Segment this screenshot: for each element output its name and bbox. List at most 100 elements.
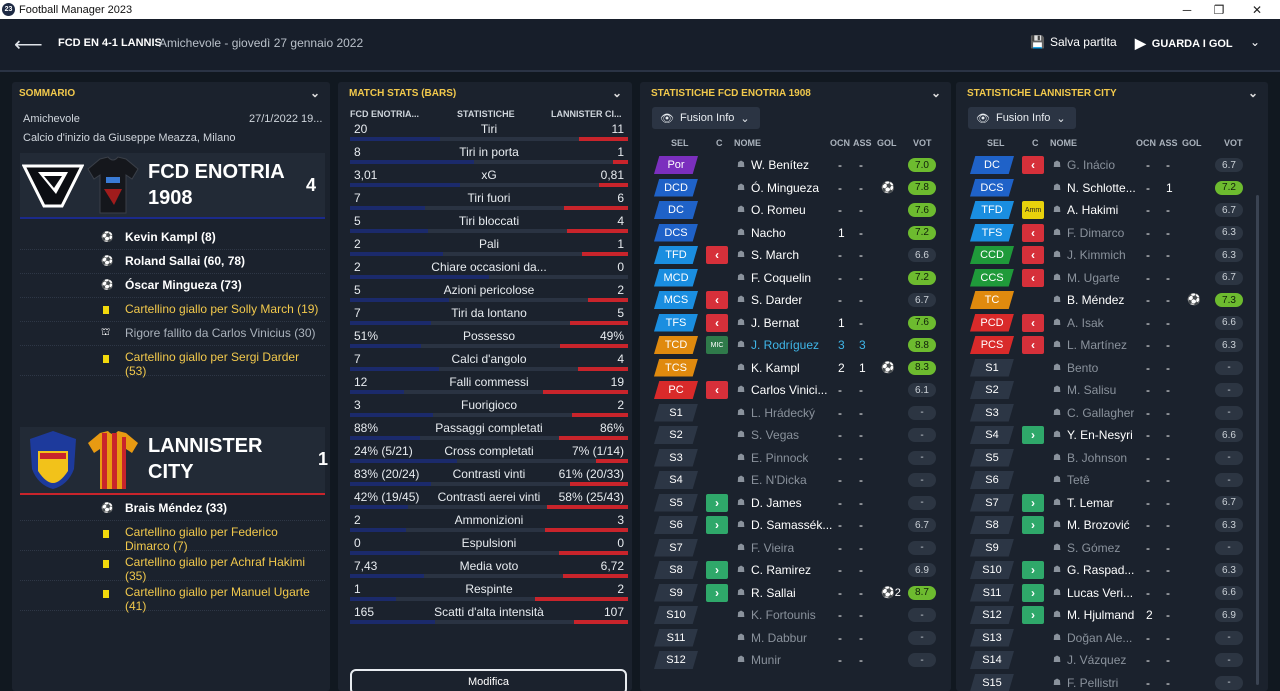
player-name[interactable]: F. Pellistri: [1067, 675, 1119, 690]
player-name[interactable]: B. Johnson: [1067, 450, 1128, 465]
chevron-down-icon[interactable]: ⌄: [1250, 35, 1261, 49]
substitute-in-button[interactable]: ›: [706, 493, 728, 512]
back-arrow-icon[interactable]: ⟵: [14, 34, 43, 56]
substitute-out-button[interactable]: ‹: [1022, 268, 1044, 287]
player-row[interactable]: S8 › ☗ C. Ramirez - - 6.9: [654, 559, 942, 581]
watch-goals-button[interactable]: ▶ GUARDA I GOL: [1135, 35, 1233, 52]
edit-button[interactable]: Modifica: [350, 669, 627, 691]
player-name[interactable]: N. Schlotte...: [1067, 180, 1136, 195]
player-row[interactable]: S5 ☗ B. Johnson - - -: [970, 447, 1258, 469]
maximize-icon[interactable]: ❐: [1213, 2, 1225, 17]
player-row[interactable]: S3 ☗ C. Gallagher - - -: [970, 402, 1258, 424]
player-name[interactable]: Bento: [1067, 360, 1099, 375]
player-name[interactable]: J. Bernat: [751, 315, 800, 330]
player-name[interactable]: C. Gallagher: [1067, 405, 1135, 420]
player-name[interactable]: A. Isak: [1067, 315, 1104, 330]
player-row[interactable]: S3 ☗ E. Pinnock - - -: [654, 447, 942, 469]
player-row[interactable]: CCD ‹ ☗ J. Kimmich - - 6.3: [970, 244, 1258, 266]
player-name[interactable]: D. Samassék...: [751, 518, 833, 532]
player-name[interactable]: Lucas Veri...: [1067, 585, 1134, 600]
player-row[interactable]: S12 ☗ Munir - - -: [654, 649, 942, 671]
player-name[interactable]: K. Kampl: [751, 360, 800, 375]
player-row[interactable]: S1 ☗ L. Hrádecký - - -: [654, 402, 942, 424]
home-filter-dropdown[interactable]: 👁 Fusion Info ⌄: [652, 107, 760, 129]
substitute-out-button[interactable]: ‹: [706, 381, 728, 399]
player-row[interactable]: S1 ☗ Bento - - -: [970, 357, 1258, 379]
substitute-in-button[interactable]: ›: [1022, 426, 1044, 444]
player-row[interactable]: S4 › ☗ Y. En-Nesyri - -6.6: [970, 424, 1258, 446]
chevron-down-icon[interactable]: ⌄: [309, 86, 320, 100]
player-row[interactable]: TC ☗ B. Méndez - - ⚽ 7.3: [970, 289, 1258, 311]
substitute-in-button[interactable]: ›: [1022, 516, 1044, 534]
player-row[interactable]: Por ☗ W. Benítez - - 7.0: [654, 154, 942, 176]
player-row[interactable]: TFS ‹ ☗ J. Bernat 1- 7.6: [654, 312, 942, 334]
player-name[interactable]: Y. En-Nesyri: [1067, 428, 1133, 442]
substitute-out-button[interactable]: ‹: [1022, 336, 1044, 354]
player-name[interactable]: S. Vegas: [751, 428, 800, 442]
player-name[interactable]: C. Ramirez: [751, 563, 812, 577]
player-name[interactable]: R. Sallai: [751, 585, 796, 600]
scrollbar[interactable]: [1256, 195, 1259, 685]
player-name[interactable]: M. Dabbur: [751, 630, 808, 645]
player-row[interactable]: DC ☗ O. Romeu - - 7.6: [654, 199, 942, 221]
substitute-in-button[interactable]: ›: [706, 561, 728, 579]
player-row[interactable]: CCS ‹ ☗ M. Ugarte - - 6.7: [970, 267, 1258, 289]
player-row[interactable]: S6 ☗ Tetê - - -: [970, 469, 1258, 491]
player-name[interactable]: M. Salisu: [1067, 383, 1117, 397]
chevron-down-icon[interactable]: ⌄: [611, 86, 622, 100]
player-name[interactable]: S. Darder: [751, 293, 803, 307]
player-row[interactable]: S11 › ☗ Lucas Veri... - -6.6: [970, 582, 1258, 604]
player-name[interactable]: T. Lemar: [1067, 495, 1114, 510]
substitute-out-button[interactable]: ‹: [1022, 223, 1044, 242]
player-row[interactable]: S6 › ☗ D. Samassék... - -6.7: [654, 514, 942, 536]
player-name[interactable]: D. James: [751, 495, 802, 510]
player-row[interactable]: DC ‹ ☗ G. Inácio - - 6.7: [970, 154, 1258, 176]
player-name[interactable]: J. Kimmich: [1067, 248, 1126, 262]
player-row[interactable]: S10 ☗ K. Fortounis - - -: [654, 604, 942, 626]
player-row[interactable]: DCS ☗ Nacho 1- 7.2: [654, 222, 942, 244]
player-row[interactable]: S7 › ☗ T. Lemar - - 6.7: [970, 492, 1258, 514]
substitute-in-button[interactable]: ›: [706, 583, 728, 602]
player-row[interactable]: PCD ‹ ☗ A. Isak - - 6.6: [970, 312, 1258, 334]
player-row[interactable]: DCS ☗ N. Schlotte... - 1 7.2: [970, 177, 1258, 199]
substitute-out-button[interactable]: ‹: [706, 313, 728, 332]
player-name[interactable]: Tetê: [1067, 473, 1090, 487]
player-name[interactable]: J. Rodríguez: [751, 338, 820, 352]
save-game-button[interactable]: 💾 Salva partita: [1030, 35, 1117, 49]
player-row[interactable]: PC ‹ ☗ Carlos Vinici... - -6.1: [654, 379, 942, 401]
player-name[interactable]: F. Coquelin: [751, 270, 812, 285]
player-name[interactable]: W. Benítez: [751, 158, 810, 172]
player-name[interactable]: E. N'Dicka: [751, 473, 807, 487]
player-name[interactable]: Doğan Ale...: [1067, 630, 1133, 645]
player-name[interactable]: L. Martínez: [1067, 338, 1128, 352]
player-name[interactable]: M. Ugarte: [1067, 270, 1120, 285]
player-name[interactable]: G. Inácio: [1067, 158, 1116, 172]
substitute-out-button[interactable]: ‹: [1022, 246, 1044, 264]
player-row[interactable]: TFD Amm ☗ A. Hakimi - - 6.7: [970, 199, 1258, 221]
player-name[interactable]: M. Brozović: [1067, 518, 1130, 532]
player-row[interactable]: S12 › ☗ M. Hjulmand 2- 6.9: [970, 604, 1258, 626]
player-row[interactable]: S4 ☗ E. N'Dicka - - -: [654, 469, 942, 491]
substitute-in-button[interactable]: ›: [706, 516, 728, 534]
player-name[interactable]: Carlos Vinici...: [751, 383, 828, 397]
player-name[interactable]: L. Hrádecký: [751, 405, 816, 420]
player-row[interactable]: S15 ☗ F. Pellistri - - -: [970, 672, 1258, 691]
player-row[interactable]: S5 › ☗ D. James - - -: [654, 492, 942, 514]
player-name[interactable]: F. Vieira: [751, 540, 795, 555]
player-name[interactable]: K. Fortounis: [751, 608, 816, 622]
player-row[interactable]: DCD ☗ Ó. Mingueza - - ⚽ 7.8: [654, 177, 942, 199]
substitute-out-button[interactable]: ‹: [706, 246, 728, 264]
minimize-icon[interactable]: ─: [1182, 2, 1192, 17]
player-row[interactable]: S7 ☗ F. Vieira - - -: [654, 537, 942, 559]
player-name[interactable]: A. Hakimi: [1067, 203, 1119, 217]
player-row[interactable]: PCS ‹ ☗ L. Martínez - - 6.3: [970, 334, 1258, 356]
away-filter-dropdown[interactable]: 👁 Fusion Info ⌄: [968, 107, 1076, 129]
player-name[interactable]: G. Raspad...: [1067, 563, 1135, 577]
player-name[interactable]: M. Hjulmand: [1067, 608, 1135, 622]
player-name[interactable]: J. Vázquez: [1067, 653, 1127, 667]
player-row[interactable]: S8 › ☗ M. Brozović - - 6.3: [970, 514, 1258, 536]
player-row[interactable]: TFS ‹ ☗ F. Dimarco - - 6.3: [970, 222, 1258, 244]
player-name[interactable]: Munir: [751, 653, 782, 667]
player-row[interactable]: S10 › ☗ G. Raspad... - -6.3: [970, 559, 1258, 581]
player-row[interactable]: TCD MIC ☗ J. Rodríguez 3 3 8.8: [654, 334, 942, 356]
